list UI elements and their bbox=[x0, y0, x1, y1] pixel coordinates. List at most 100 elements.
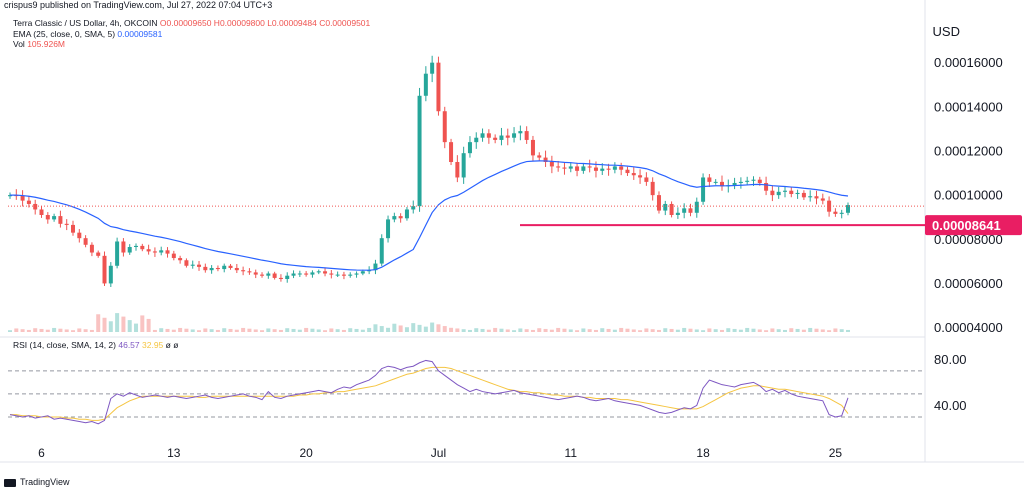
volume-bar bbox=[278, 329, 283, 332]
volume-bar bbox=[335, 329, 340, 332]
candle-body bbox=[121, 241, 126, 253]
volume-bar bbox=[178, 327, 183, 332]
candle-body bbox=[20, 195, 25, 201]
volume-bar bbox=[348, 328, 353, 332]
candle-body bbox=[549, 162, 554, 167]
candle-body bbox=[108, 265, 113, 284]
symbol-title: Terra Classic / US Dollar, 4h, OKCOIN bbox=[13, 18, 158, 28]
time-tick-label: 25 bbox=[829, 446, 843, 460]
volume-bar bbox=[644, 328, 649, 332]
volume-bar bbox=[247, 328, 252, 332]
volume-bar bbox=[266, 328, 271, 332]
candle-body bbox=[827, 200, 832, 212]
candle-body bbox=[96, 252, 101, 256]
candle-body bbox=[159, 250, 164, 253]
volume-bar bbox=[52, 327, 57, 332]
vol-label: Vol bbox=[13, 39, 25, 49]
candle-body bbox=[134, 245, 139, 248]
candle-body bbox=[650, 181, 655, 196]
vol-row[interactable]: Vol 105.926M bbox=[13, 39, 370, 50]
volume-bar bbox=[108, 321, 113, 332]
volume-bar bbox=[461, 329, 466, 332]
volume-bar bbox=[215, 329, 220, 332]
volume-bar bbox=[285, 328, 290, 332]
symbol-row[interactable]: Terra Classic / US Dollar, 4h, OKCOIN O0… bbox=[13, 18, 370, 29]
candle-body bbox=[543, 157, 548, 163]
candle-body bbox=[486, 133, 491, 138]
candle-body bbox=[751, 179, 756, 181]
volume-bar bbox=[398, 325, 403, 332]
ema-label: EMA (25, close, 0, SMA, 5) bbox=[13, 28, 116, 39]
volume-bar bbox=[505, 329, 510, 332]
volume-bar bbox=[650, 329, 655, 332]
candle-body bbox=[644, 177, 649, 182]
candle-body bbox=[600, 168, 605, 171]
candle-body bbox=[839, 212, 844, 214]
candle-body bbox=[593, 167, 598, 171]
candle-body bbox=[373, 263, 378, 271]
candle-body bbox=[190, 264, 195, 266]
candle-body bbox=[436, 62, 441, 112]
ema-value: 0.00009581 bbox=[117, 28, 163, 39]
candle-body bbox=[260, 274, 265, 276]
candle-body bbox=[71, 224, 76, 233]
candle-body bbox=[808, 196, 813, 198]
candle-body bbox=[568, 166, 573, 169]
volume-bar bbox=[8, 330, 12, 332]
candle-body bbox=[77, 232, 82, 239]
candle-body bbox=[493, 137, 498, 140]
volume-bar bbox=[701, 330, 706, 332]
candle-body bbox=[89, 244, 94, 253]
volume-bar bbox=[165, 328, 170, 332]
candle-body bbox=[663, 203, 668, 211]
candle-body bbox=[524, 131, 529, 140]
candle-body bbox=[354, 273, 359, 275]
candle-body bbox=[694, 201, 699, 213]
candle-body bbox=[228, 265, 233, 268]
candle-body bbox=[669, 203, 674, 215]
volume-bar bbox=[146, 318, 151, 332]
volume-bar bbox=[140, 315, 145, 332]
volume-bar bbox=[638, 330, 643, 332]
volume-bar bbox=[663, 328, 668, 332]
volume-bar bbox=[310, 328, 315, 332]
rsi-label: RSI (14, close, SMA, 14, 2) bbox=[13, 340, 116, 350]
candle-body bbox=[587, 166, 592, 168]
candle-body bbox=[467, 142, 472, 154]
rsi-tick-label: 40.00 bbox=[934, 398, 967, 413]
volume-bar bbox=[134, 323, 139, 332]
price-tick-label: 0.00016000 bbox=[934, 55, 1003, 70]
volume-bar bbox=[820, 329, 825, 332]
volume-bar bbox=[827, 330, 832, 332]
ema-row[interactable]: EMA (25, close, 0, SMA, 5) 0.00009581 bbox=[13, 29, 370, 40]
volume-bar bbox=[593, 329, 598, 332]
volume-bar bbox=[480, 328, 485, 332]
candle-body bbox=[278, 277, 283, 280]
volume-bar bbox=[606, 328, 611, 332]
time-tick-label: 6 bbox=[38, 446, 45, 460]
footer-brand[interactable]: TradingView bbox=[4, 477, 70, 487]
volume-bar bbox=[732, 328, 737, 332]
candle-body bbox=[764, 182, 769, 191]
tradingview-logo-icon bbox=[4, 478, 16, 487]
candle-body bbox=[530, 139, 535, 156]
candle-body bbox=[656, 195, 661, 211]
volume-bar bbox=[745, 327, 750, 332]
candle-body bbox=[316, 271, 321, 273]
candle-body bbox=[518, 131, 523, 134]
volume-bar bbox=[392, 323, 397, 332]
candle-body bbox=[253, 272, 258, 275]
candle-body bbox=[782, 190, 787, 192]
volume-bar bbox=[675, 329, 680, 332]
volume-bar bbox=[58, 328, 63, 332]
rsi-line bbox=[9, 359, 849, 425]
candle-body bbox=[152, 251, 157, 253]
volume-bar bbox=[814, 328, 819, 332]
volume-bar bbox=[575, 330, 580, 332]
candle-body bbox=[713, 181, 718, 183]
rsi-legend[interactable]: RSI (14, close, SMA, 14, 2) 46.57 32.95 … bbox=[13, 340, 178, 350]
candle-body bbox=[411, 206, 416, 210]
candle-body bbox=[234, 267, 239, 271]
rsi-extra: ø ø bbox=[165, 340, 179, 350]
